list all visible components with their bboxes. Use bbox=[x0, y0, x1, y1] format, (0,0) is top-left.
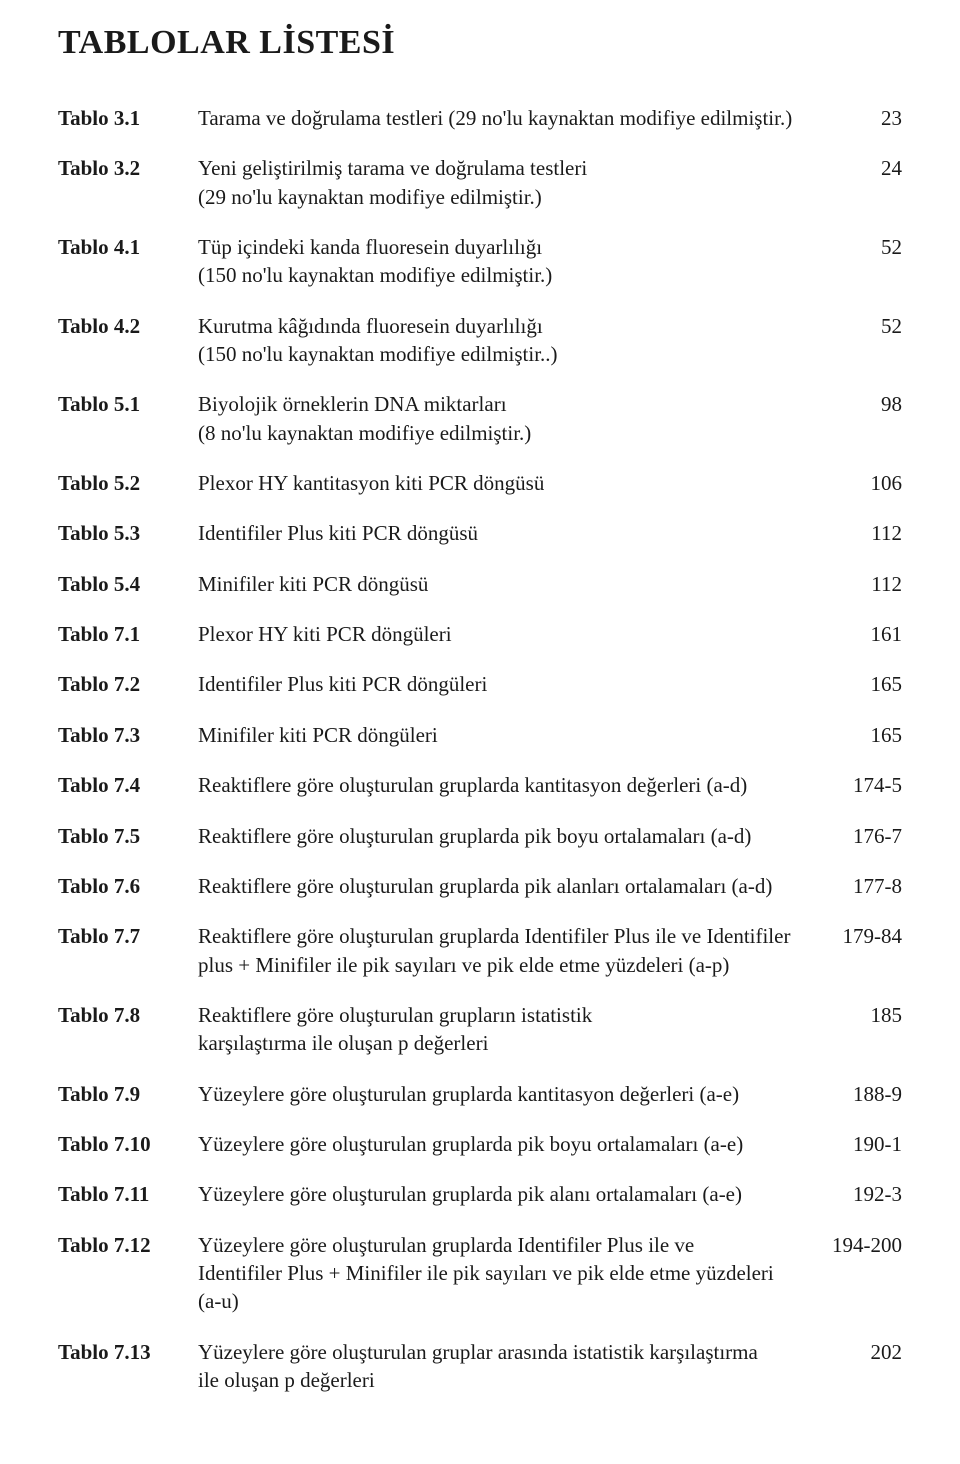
table-description: Plexor HY kiti PCR döngüleri bbox=[198, 620, 812, 648]
table-description: Kurutma kâğıdında fluoresein duyarlılığı… bbox=[198, 312, 812, 369]
table-description: Reaktiflere göre oluşturulan gruplarda p… bbox=[198, 872, 812, 900]
table-number: Tablo 7.2 bbox=[58, 670, 198, 698]
page-number: 176-7 bbox=[812, 822, 902, 850]
list-item: Tablo 7.7Reaktiflere göre oluşturulan gr… bbox=[58, 922, 902, 979]
table-number: Tablo 7.10 bbox=[58, 1130, 198, 1158]
table-list-rows: Tablo 3.1Tarama ve doğrulama testleri (2… bbox=[58, 104, 902, 1394]
table-number: Tablo 7.5 bbox=[58, 822, 198, 850]
table-number: Tablo 7.8 bbox=[58, 1001, 198, 1029]
table-description: Yüzeylere göre oluşturulan gruplarda pik… bbox=[198, 1130, 812, 1158]
list-item: Tablo 7.4Reaktiflere göre oluşturulan gr… bbox=[58, 771, 902, 799]
page-number: 174-5 bbox=[812, 771, 902, 799]
table-description: Identifiler Plus kiti PCR döngüleri bbox=[198, 670, 812, 698]
page-number: 98 bbox=[812, 390, 902, 418]
table-description: Reaktiflere göre oluşturulan gruplarda I… bbox=[198, 922, 812, 979]
list-item: Tablo 5.1Biyolojik örneklerin DNA miktar… bbox=[58, 390, 902, 447]
page-number: 177-8 bbox=[812, 872, 902, 900]
page-number: 179-84 bbox=[812, 922, 902, 950]
table-number: Tablo 7.11 bbox=[58, 1180, 198, 1208]
page-number: 161 bbox=[812, 620, 902, 648]
list-item: Tablo 4.1Tüp içindeki kanda fluoresein d… bbox=[58, 233, 902, 290]
list-item: Tablo 7.13Yüzeylere göre oluşturulan gru… bbox=[58, 1338, 902, 1395]
table-number: Tablo 4.2 bbox=[58, 312, 198, 340]
table-description: Plexor HY kantitasyon kiti PCR döngüsü bbox=[198, 469, 812, 497]
page-number: 185 bbox=[812, 1001, 902, 1029]
list-item: Tablo 7.11Yüzeylere göre oluşturulan gru… bbox=[58, 1180, 902, 1208]
page-number: 165 bbox=[812, 670, 902, 698]
page-number: 112 bbox=[812, 570, 902, 598]
table-number: Tablo 7.3 bbox=[58, 721, 198, 749]
page-number: 23 bbox=[812, 104, 902, 132]
table-description: Reaktiflere göre oluşturulan grupların i… bbox=[198, 1001, 812, 1058]
list-item: Tablo 5.4Minifiler kiti PCR döngüsü112 bbox=[58, 570, 902, 598]
table-number: Tablo 7.1 bbox=[58, 620, 198, 648]
table-number: Tablo 7.6 bbox=[58, 872, 198, 900]
table-description: Yeni geliştirilmiş tarama ve doğrulama t… bbox=[198, 154, 812, 211]
list-item: Tablo 7.3Minifiler kiti PCR döngüleri165 bbox=[58, 721, 902, 749]
list-item: Tablo 7.2Identifiler Plus kiti PCR döngü… bbox=[58, 670, 902, 698]
table-description: Tüp içindeki kanda fluoresein duyarlılığ… bbox=[198, 233, 812, 290]
table-description: Minifiler kiti PCR döngüsü bbox=[198, 570, 812, 598]
page-number: 112 bbox=[812, 519, 902, 547]
list-item: Tablo 7.6Reaktiflere göre oluşturulan gr… bbox=[58, 872, 902, 900]
table-description: Minifiler kiti PCR döngüleri bbox=[198, 721, 812, 749]
list-item: Tablo 5.2Plexor HY kantitasyon kiti PCR … bbox=[58, 469, 902, 497]
table-description: Yüzeylere göre oluşturulan gruplarda pik… bbox=[198, 1180, 812, 1208]
table-number: Tablo 4.1 bbox=[58, 233, 198, 261]
table-number: Tablo 3.1 bbox=[58, 104, 198, 132]
table-description: Yüzeylere göre oluşturulan gruplarda kan… bbox=[198, 1080, 812, 1108]
table-number: Tablo 7.13 bbox=[58, 1338, 198, 1366]
table-description: Reaktiflere göre oluşturulan gruplarda k… bbox=[198, 771, 812, 799]
table-number: Tablo 5.1 bbox=[58, 390, 198, 418]
list-item: Tablo 7.9Yüzeylere göre oluşturulan grup… bbox=[58, 1080, 902, 1108]
list-item: Tablo 7.8Reaktiflere göre oluşturulan gr… bbox=[58, 1001, 902, 1058]
page-number: 190-1 bbox=[812, 1130, 902, 1158]
table-description: Identifiler Plus kiti PCR döngüsü bbox=[198, 519, 812, 547]
table-number: Tablo 7.12 bbox=[58, 1231, 198, 1259]
list-item: Tablo 7.5Reaktiflere göre oluşturulan gr… bbox=[58, 822, 902, 850]
table-description: Yüzeylere göre oluşturulan gruplarda Ide… bbox=[198, 1231, 812, 1316]
page-number: 52 bbox=[812, 312, 902, 340]
table-description: Tarama ve doğrulama testleri (29 no'lu k… bbox=[198, 104, 812, 132]
page-number: 165 bbox=[812, 721, 902, 749]
table-description: Biyolojik örneklerin DNA miktarları(8 no… bbox=[198, 390, 812, 447]
page: TABLOLAR LİSTESİ Tablo 3.1Tarama ve doğr… bbox=[0, 0, 960, 1464]
table-number: Tablo 7.4 bbox=[58, 771, 198, 799]
list-item: Tablo 7.10Yüzeylere göre oluşturulan gru… bbox=[58, 1130, 902, 1158]
page-number: 188-9 bbox=[812, 1080, 902, 1108]
table-number: Tablo 3.2 bbox=[58, 154, 198, 182]
list-item: Tablo 3.2Yeni geliştirilmiş tarama ve do… bbox=[58, 154, 902, 211]
table-number: Tablo 7.7 bbox=[58, 922, 198, 950]
list-item: Tablo 7.12Yüzeylere göre oluşturulan gru… bbox=[58, 1231, 902, 1316]
list-item: Tablo 7.1Plexor HY kiti PCR döngüleri161 bbox=[58, 620, 902, 648]
page-number: 24 bbox=[812, 154, 902, 182]
list-item: Tablo 3.1Tarama ve doğrulama testleri (2… bbox=[58, 104, 902, 132]
page-number: 192-3 bbox=[812, 1180, 902, 1208]
table-number: Tablo 5.4 bbox=[58, 570, 198, 598]
table-number: Tablo 7.9 bbox=[58, 1080, 198, 1108]
table-number: Tablo 5.3 bbox=[58, 519, 198, 547]
list-item: Tablo 5.3Identifiler Plus kiti PCR döngü… bbox=[58, 519, 902, 547]
table-number: Tablo 5.2 bbox=[58, 469, 198, 497]
table-description: Yüzeylere göre oluşturulan gruplar arası… bbox=[198, 1338, 812, 1395]
list-item: Tablo 4.2Kurutma kâğıdında fluoresein du… bbox=[58, 312, 902, 369]
page-number: 202 bbox=[812, 1338, 902, 1366]
page-number: 194-200 bbox=[812, 1231, 902, 1259]
page-title: TABLOLAR LİSTESİ bbox=[58, 24, 902, 62]
page-number: 106 bbox=[812, 469, 902, 497]
page-number: 52 bbox=[812, 233, 902, 261]
table-description: Reaktiflere göre oluşturulan gruplarda p… bbox=[198, 822, 812, 850]
